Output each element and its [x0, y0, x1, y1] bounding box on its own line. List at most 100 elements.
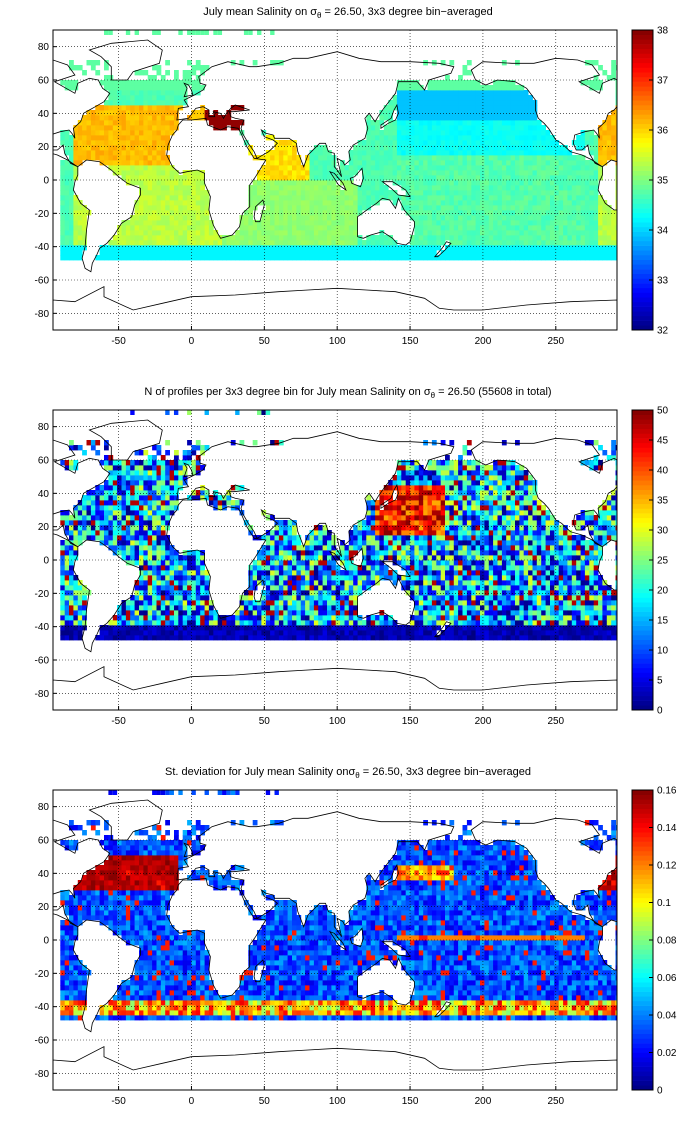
data-cell [563, 165, 568, 171]
data-cell [64, 235, 70, 241]
data-cell [160, 465, 166, 471]
data-cell [182, 75, 188, 81]
data-cell [108, 155, 114, 161]
data-cell [327, 170, 332, 176]
data-cell [445, 205, 450, 211]
data-cell [99, 150, 105, 156]
data-cell [576, 190, 581, 196]
colorbar-step [632, 161, 653, 167]
data-cell [313, 200, 319, 206]
data-cell [445, 210, 450, 216]
data-cell [580, 255, 586, 261]
data-cell [445, 230, 450, 236]
data-cell [335, 550, 341, 556]
data-cell [528, 235, 533, 241]
data-cell [541, 230, 546, 236]
data-cell [305, 215, 310, 221]
data-cell [208, 235, 214, 241]
data-cell [423, 110, 428, 116]
data-cell [147, 110, 153, 116]
data-cell [117, 240, 122, 246]
data-cell [261, 215, 267, 221]
data-cell [436, 205, 442, 211]
data-cell [152, 560, 157, 566]
data-cell [169, 100, 175, 106]
data-cell [300, 595, 306, 601]
data-cell [401, 185, 407, 191]
data-cell [296, 235, 302, 241]
data-cell [121, 155, 127, 161]
data-cell [143, 145, 149, 151]
data-cell [475, 130, 481, 136]
data-cell [300, 240, 306, 246]
data-cell [550, 135, 555, 141]
data-cell [134, 95, 140, 101]
data-cell [147, 200, 153, 206]
data-cell [348, 530, 354, 536]
data-cell [593, 155, 599, 161]
data-cell [445, 155, 450, 161]
data-cell [160, 620, 166, 626]
data-cell [287, 535, 293, 541]
data-cell [99, 495, 105, 501]
data-cell [125, 560, 131, 566]
data-cell [152, 120, 157, 126]
data-cell [340, 200, 345, 206]
data-cell [195, 635, 201, 641]
data-cell [589, 80, 595, 86]
data-cell [112, 170, 118, 176]
data-cell [379, 140, 385, 146]
data-cell [226, 245, 232, 251]
data-cell [292, 210, 297, 216]
data-cell [318, 190, 323, 196]
data-cell [475, 100, 481, 106]
data-cell [296, 165, 302, 171]
data-cell [69, 585, 74, 591]
data-cell [134, 140, 140, 146]
data-cell [265, 560, 271, 566]
data-cell [261, 570, 267, 576]
data-cell [340, 600, 345, 606]
data-cell [589, 130, 595, 136]
data-cell [82, 70, 87, 76]
data-cell [69, 550, 74, 556]
data-cell [265, 630, 271, 636]
data-cell [331, 215, 337, 221]
data-cell [536, 245, 542, 251]
data-cell [64, 170, 70, 176]
data-cell [178, 585, 184, 591]
data-cell [169, 585, 175, 591]
data-cell [453, 255, 459, 261]
data-cell [130, 625, 135, 631]
data-cell [292, 170, 297, 176]
data-cell [410, 125, 415, 131]
data-cell [112, 545, 118, 551]
data-cell [287, 190, 293, 196]
data-cell [248, 570, 254, 576]
data-cell [558, 160, 564, 166]
data-cell [130, 475, 135, 481]
data-cell [375, 150, 380, 156]
data-cell [598, 205, 603, 211]
data-cell [60, 620, 66, 626]
data-cell [292, 160, 297, 166]
data-cell [401, 200, 407, 206]
data-cell [248, 145, 254, 151]
data-cell [160, 565, 166, 571]
data-cell [554, 225, 560, 231]
data-cell [449, 175, 455, 181]
data-cell [563, 235, 568, 241]
data-cell [108, 510, 114, 516]
data-cell [536, 210, 542, 216]
data-cell [64, 540, 70, 546]
data-cell [195, 590, 201, 596]
data-cell [602, 135, 608, 141]
data-cell [265, 600, 271, 606]
data-cell [519, 115, 525, 121]
data-cell [108, 75, 114, 81]
data-cell [143, 510, 149, 516]
data-cell [77, 215, 83, 221]
data-cell [169, 625, 175, 631]
data-cell [69, 165, 74, 171]
data-cell [484, 220, 490, 226]
